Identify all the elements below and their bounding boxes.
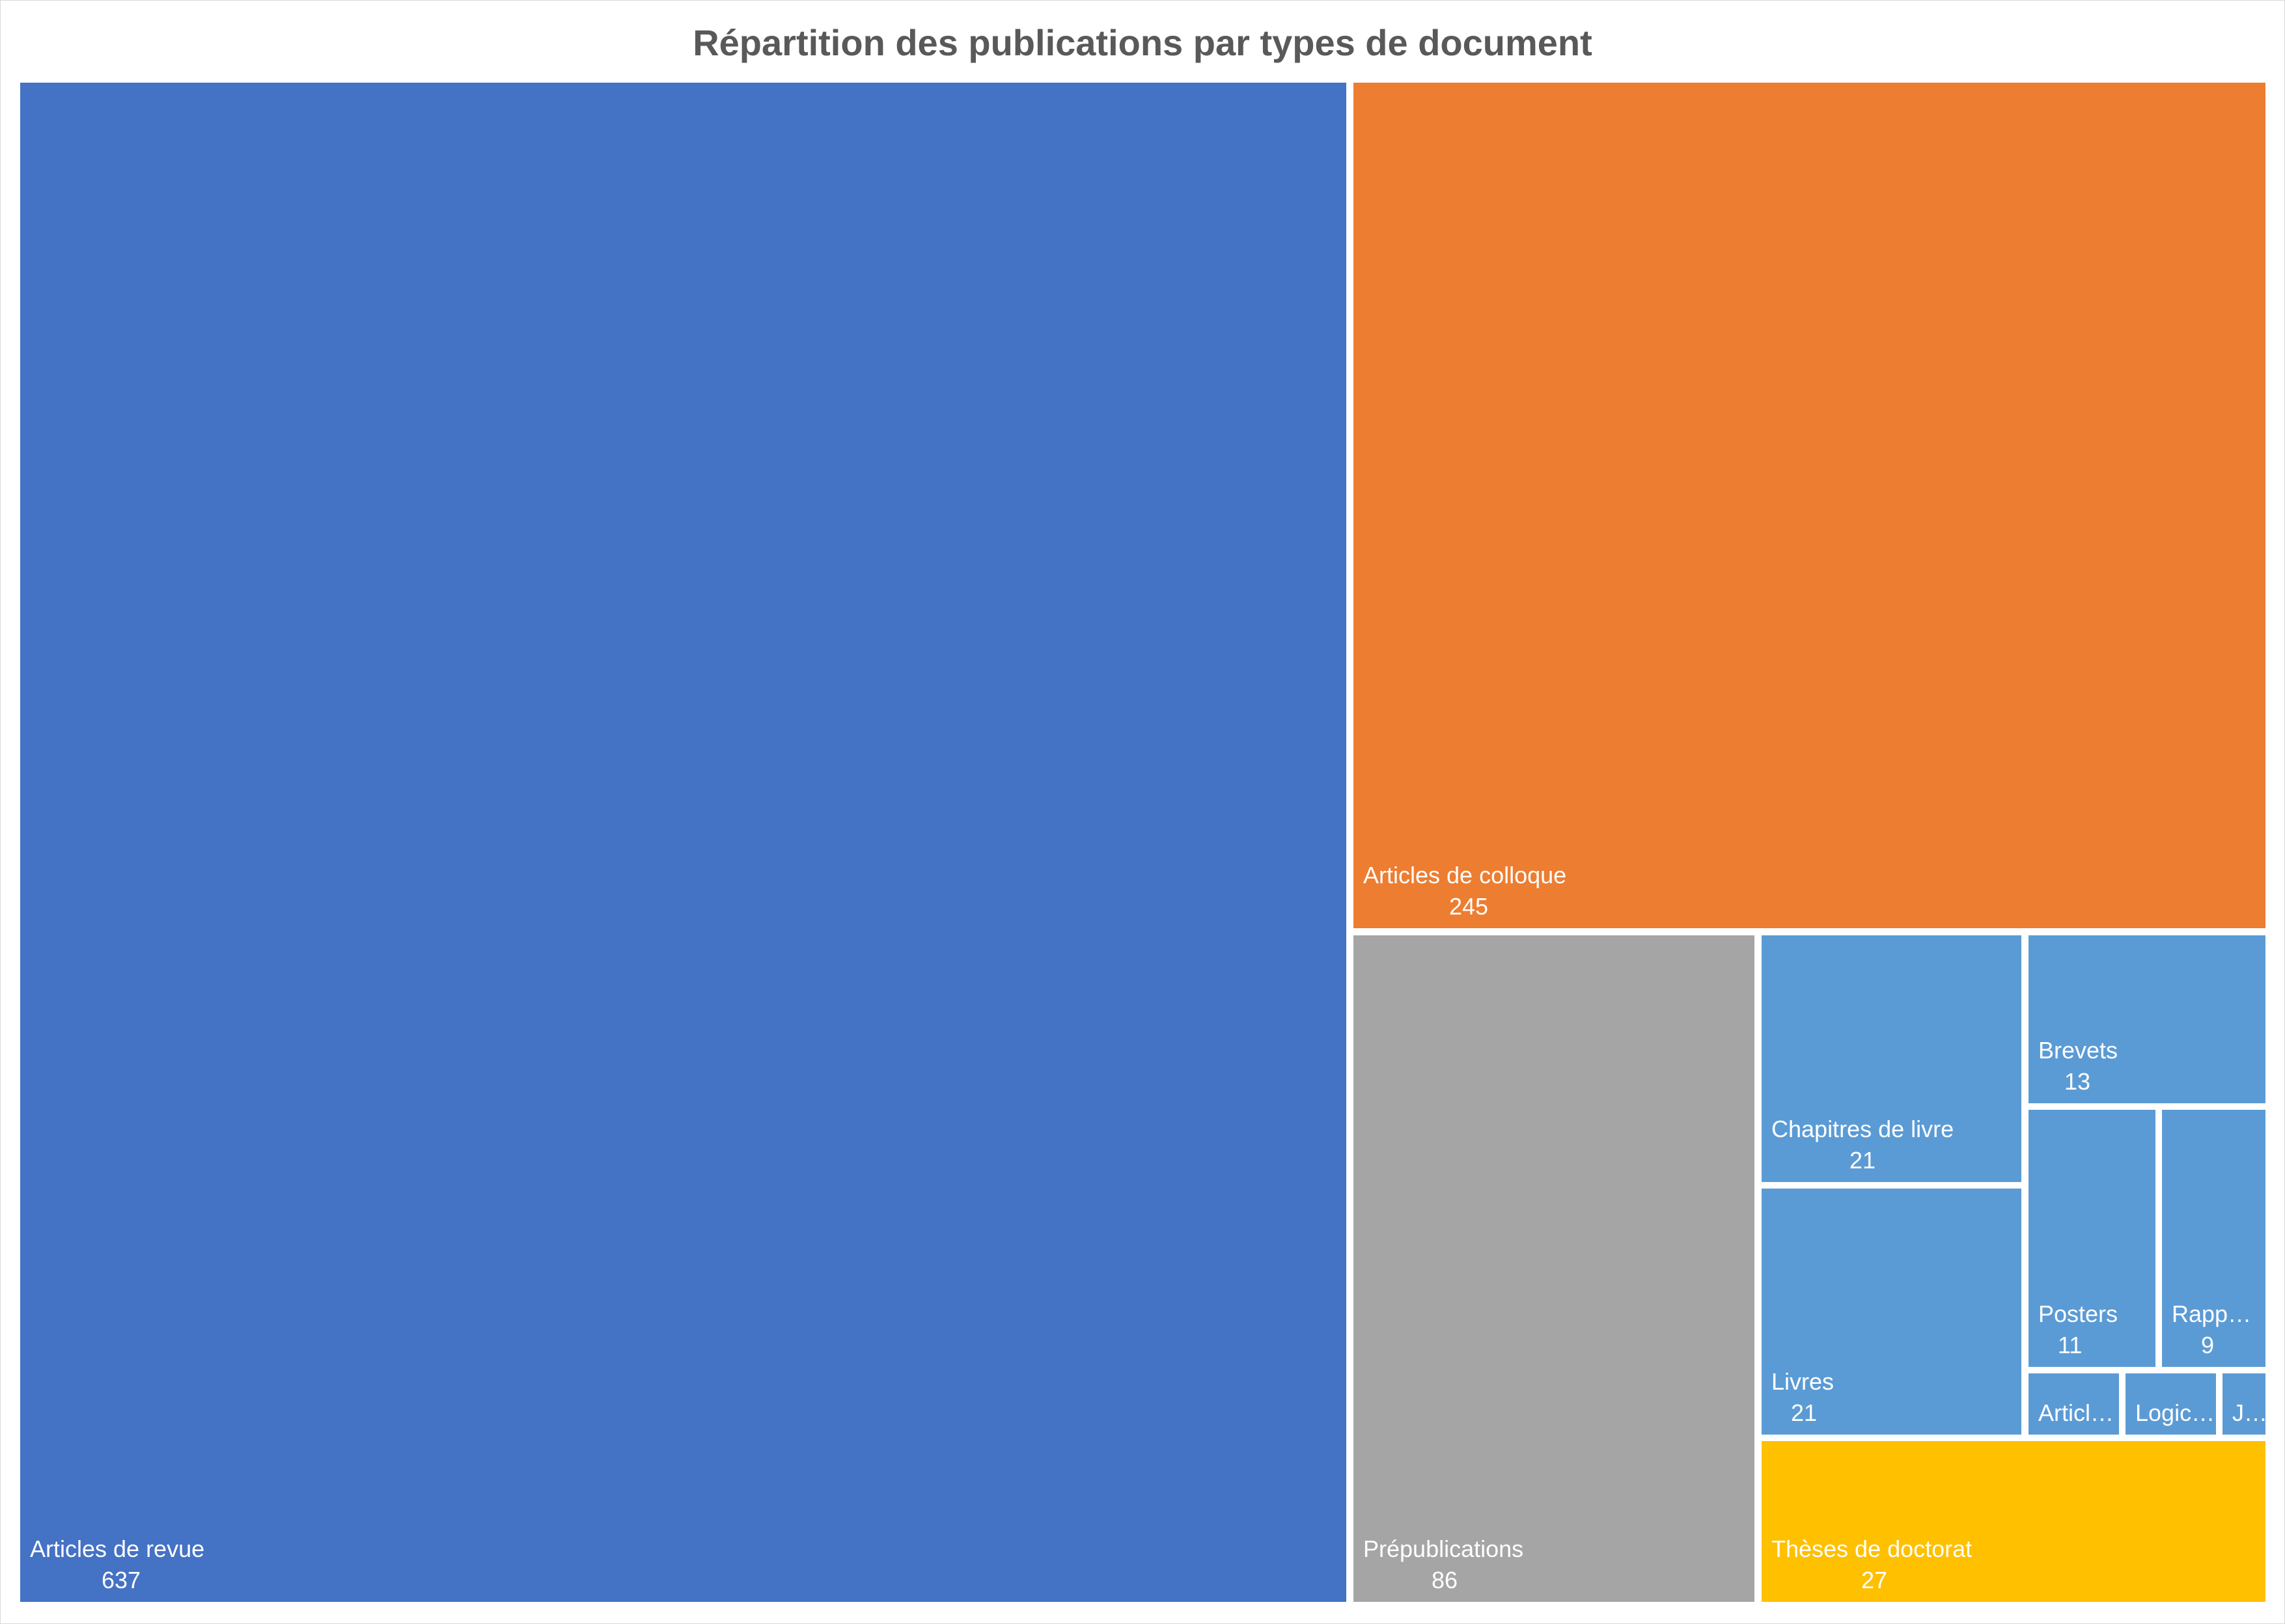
tile-value-prepublications: 86 xyxy=(1432,1567,1458,1593)
tile-label-rapp: Rapp… xyxy=(2172,1301,2251,1327)
tile-rect-posters xyxy=(2025,1106,2159,1371)
tile-articles-de-revue: Articles de revue 637 xyxy=(16,79,1350,1606)
tile-rect-prepublications xyxy=(1350,931,1758,1606)
tile-value-chapitres-de-livre: 21 xyxy=(1849,1147,1876,1174)
tile-label-j: J… xyxy=(2232,1399,2267,1426)
tile-value-rapp: 9 xyxy=(2201,1332,2214,1358)
tile-articl: Articl… xyxy=(2025,1369,2123,1438)
tile-label-articles-de-revue: Articles de revue xyxy=(30,1535,204,1562)
tile-label-logic: Logic… xyxy=(2135,1399,2215,1426)
tile-rect-theses-de-doctorat xyxy=(1758,1437,2269,1606)
tile-value-articles-de-colloque: 245 xyxy=(1449,893,1488,920)
tile-label-chapitres-de-livre: Chapitres de livre xyxy=(1771,1116,1954,1142)
chart-title: Répartition des publications par types d… xyxy=(693,22,1592,63)
tile-chapitres-de-livre: Chapitres de livre 21 xyxy=(1758,931,2025,1186)
tile-rect-livres xyxy=(1758,1185,2025,1438)
tile-rect-chapitres-de-livre xyxy=(1758,931,2025,1186)
tile-rect-articles-de-colloque xyxy=(1350,79,2269,932)
tile-theses-de-doctorat: Thèses de doctorat 27 xyxy=(1758,1437,2269,1606)
tile-value-livres: 21 xyxy=(1791,1399,1817,1426)
tile-label-livres: Livres xyxy=(1771,1368,1834,1395)
tile-brevets: Brevets 13 xyxy=(2025,931,2269,1107)
tile-label-articl: Articl… xyxy=(2038,1399,2114,1426)
tile-rect-rapp xyxy=(2158,1106,2269,1371)
tile-prepublications: Prépublications 86 xyxy=(1350,931,1758,1606)
tile-rect-j xyxy=(2219,1369,2269,1438)
tile-value-articles-de-revue: 637 xyxy=(102,1567,141,1593)
tile-label-articles-de-colloque: Articles de colloque xyxy=(1363,862,1566,888)
tile-posters: Posters 11 xyxy=(2025,1106,2159,1371)
tile-value-posters: 11 xyxy=(2058,1332,2082,1358)
tile-value-theses-de-doctorat: 27 xyxy=(1861,1567,1887,1593)
tile-livres: Livres 21 xyxy=(1758,1185,2025,1438)
tile-rapp: Rapp… 9 xyxy=(2158,1106,2269,1371)
tile-label-theses-de-doctorat: Thèses de doctorat xyxy=(1771,1535,1972,1562)
tile-value-brevets: 13 xyxy=(2064,1068,2090,1095)
tile-articles-de-colloque: Articles de colloque 245 xyxy=(1350,79,2269,932)
tile-rect-brevets xyxy=(2025,931,2269,1107)
tile-label-posters: Posters xyxy=(2038,1301,2118,1327)
tile-j: J… xyxy=(2219,1369,2269,1438)
tile-label-brevets: Brevets xyxy=(2038,1037,2118,1064)
tile-rect-articl xyxy=(2025,1369,2123,1438)
tile-rect-logic xyxy=(2122,1369,2220,1438)
tile-rect-articles-de-revue xyxy=(16,79,1350,1606)
tile-logic: Logic… xyxy=(2122,1369,2220,1438)
tile-label-prepublications: Prépublications xyxy=(1363,1535,1523,1562)
